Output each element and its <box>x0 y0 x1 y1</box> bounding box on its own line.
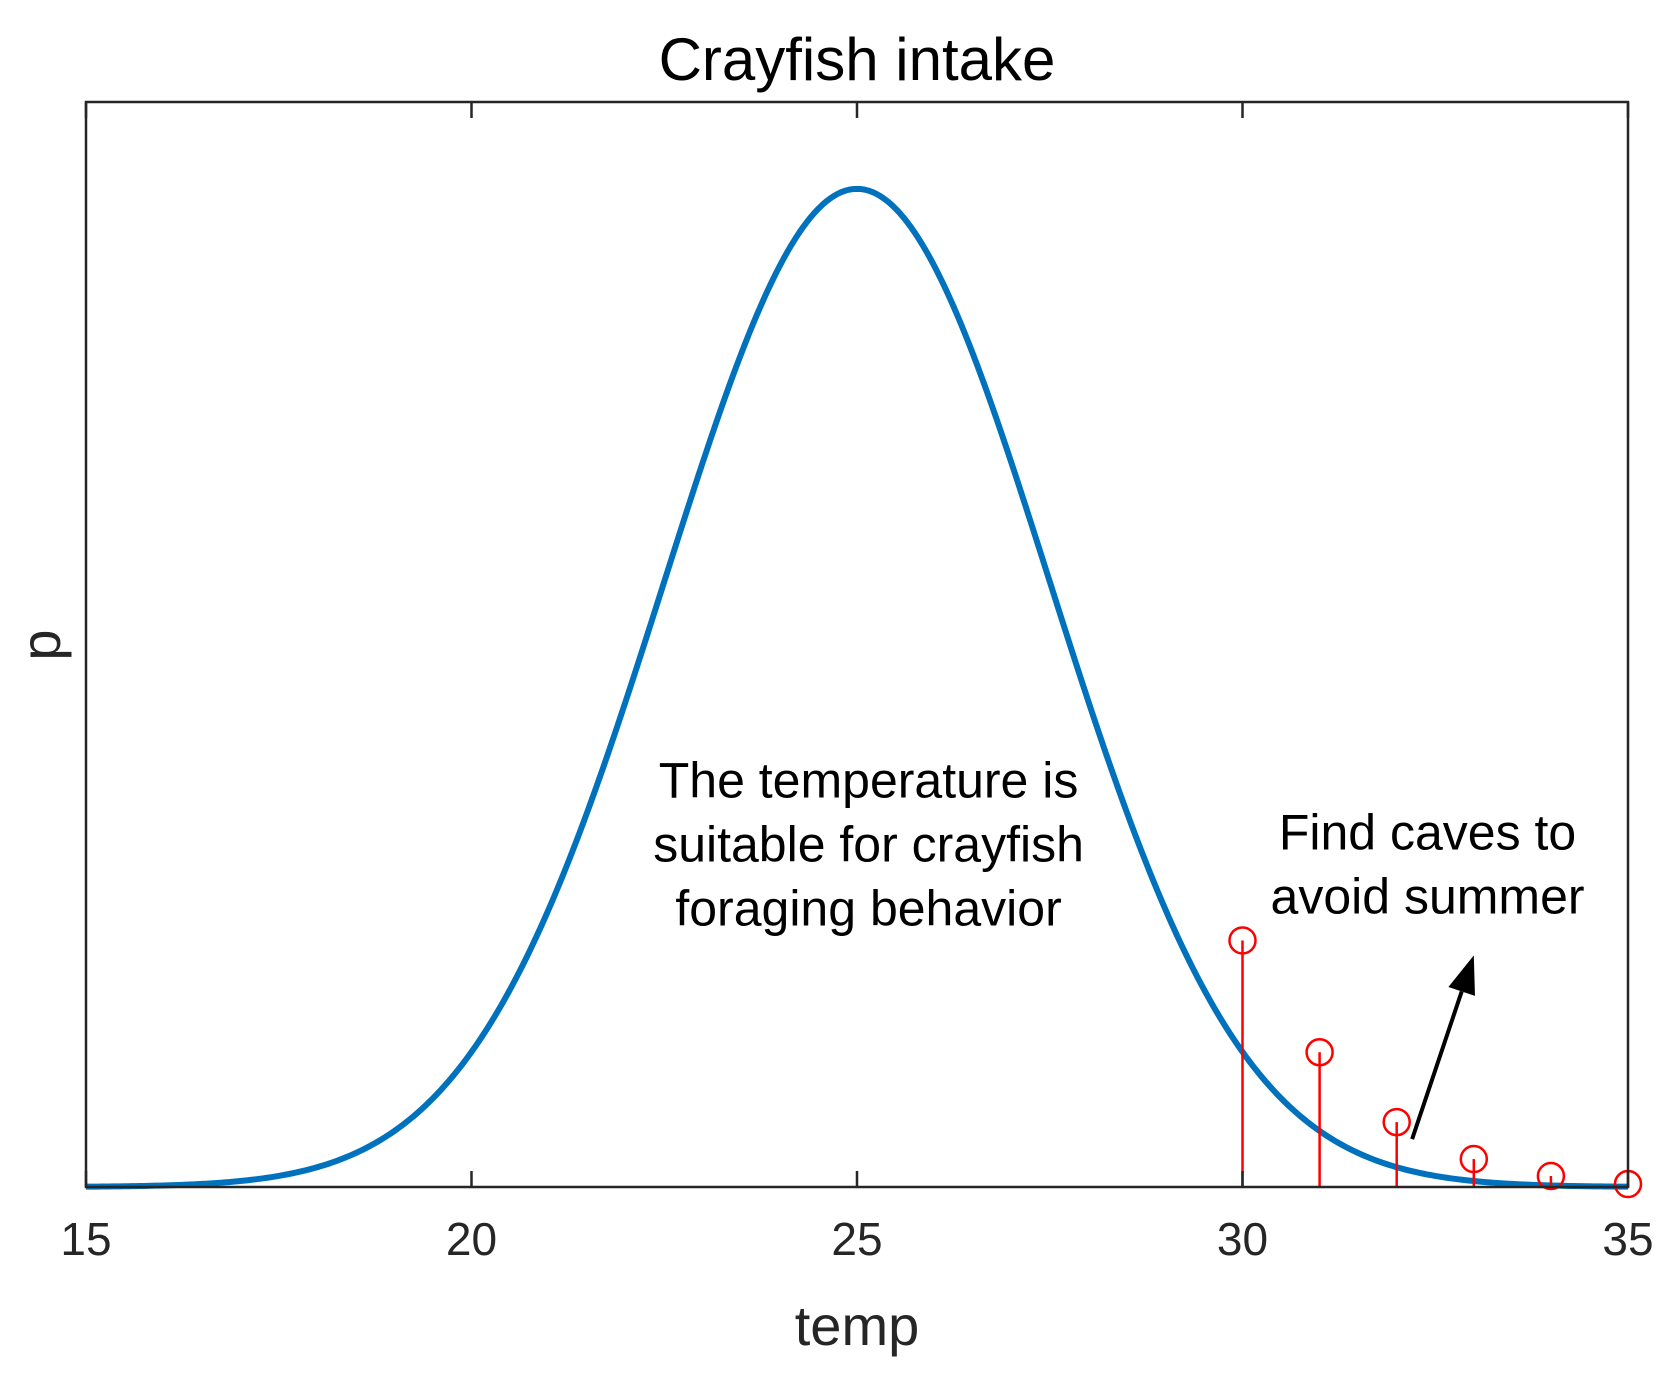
annotation-caves: Find caves to avoid summer <box>1271 805 1585 925</box>
arrow-shaft <box>1410 990 1464 1140</box>
x-tick-label: 25 <box>831 1213 882 1265</box>
stem-marker <box>1228 926 1257 955</box>
stem-marker <box>1305 1037 1334 1067</box>
x-tick-label: 15 <box>60 1213 111 1265</box>
x-tick-label: 30 <box>1217 1213 1268 1265</box>
series-curve <box>85 185 1629 1190</box>
chart-title: Crayfish intake <box>659 26 1056 93</box>
stem-marker <box>1382 1107 1411 1137</box>
x-tick-label: 35 <box>1602 1213 1653 1265</box>
stem-marker <box>1536 1161 1566 1191</box>
x-tick-label: 20 <box>446 1213 497 1265</box>
annotation-suitable: The temperature is suitable for crayfish f… <box>653 753 1084 937</box>
y-axis-label: p <box>9 629 72 660</box>
arrow-head <box>1448 955 1475 996</box>
stem-marker <box>1459 1144 1489 1174</box>
plot-area: 15 20 25 30 35 The temperature is suitable for… <box>60 100 1654 1265</box>
x-axis-label: temp <box>795 1294 920 1357</box>
